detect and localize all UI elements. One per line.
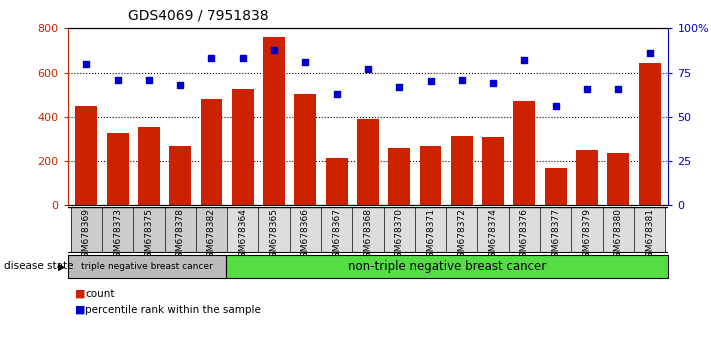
Bar — [482, 137, 504, 205]
Point — [205, 56, 217, 61]
Text: GSM678365: GSM678365 — [269, 209, 279, 263]
Text: count: count — [85, 289, 114, 299]
Text: GSM678382: GSM678382 — [207, 209, 216, 263]
Bar — [415, 207, 447, 253]
Point — [394, 84, 405, 90]
Text: ■: ■ — [75, 305, 85, 315]
Bar — [545, 168, 567, 205]
Text: GSM678375: GSM678375 — [144, 209, 154, 263]
Bar — [352, 207, 384, 253]
Text: non-triple negative breast cancer: non-triple negative breast cancer — [348, 260, 546, 273]
Bar — [634, 207, 665, 253]
Point — [362, 66, 374, 72]
Text: GSM678381: GSM678381 — [645, 209, 654, 263]
Bar — [68, 255, 225, 278]
Bar — [576, 149, 598, 205]
Text: GSM678368: GSM678368 — [363, 209, 373, 263]
Point — [644, 50, 656, 56]
Bar — [638, 63, 661, 205]
Bar — [70, 207, 102, 253]
Bar — [451, 136, 473, 205]
Bar — [196, 207, 227, 253]
Bar — [169, 146, 191, 205]
Bar — [603, 207, 634, 253]
Text: ■: ■ — [75, 289, 85, 299]
Text: GSM678370: GSM678370 — [395, 209, 404, 263]
Bar — [225, 255, 668, 278]
Point — [80, 61, 92, 67]
Text: GSM678364: GSM678364 — [238, 209, 247, 263]
Bar — [607, 153, 629, 205]
Text: GSM678378: GSM678378 — [176, 209, 185, 263]
Bar — [419, 146, 442, 205]
Text: triple negative breast cancer: triple negative breast cancer — [81, 262, 213, 271]
Text: GSM678374: GSM678374 — [488, 209, 498, 263]
Bar — [513, 101, 535, 205]
Text: GSM678366: GSM678366 — [301, 209, 310, 263]
Bar — [102, 207, 133, 253]
Bar — [447, 207, 478, 253]
Bar — [509, 207, 540, 253]
Point — [268, 47, 279, 52]
Text: GSM678369: GSM678369 — [82, 209, 91, 263]
Bar — [326, 158, 348, 205]
Text: percentile rank within the sample: percentile rank within the sample — [85, 305, 261, 315]
Bar — [572, 207, 603, 253]
Bar — [138, 127, 160, 205]
Bar — [384, 207, 415, 253]
Point — [456, 77, 468, 82]
Bar — [478, 207, 509, 253]
Bar — [75, 106, 97, 205]
Bar — [357, 120, 379, 205]
Bar — [321, 207, 352, 253]
Point — [174, 82, 186, 88]
Bar — [540, 207, 572, 253]
Bar — [294, 93, 316, 205]
Bar — [232, 89, 254, 205]
Point — [488, 80, 499, 86]
Text: GSM678373: GSM678373 — [113, 209, 122, 263]
Bar — [227, 207, 258, 253]
Bar — [164, 207, 196, 253]
Text: GSM678367: GSM678367 — [332, 209, 341, 263]
Text: disease state: disease state — [4, 261, 73, 272]
Text: GSM678377: GSM678377 — [551, 209, 560, 263]
Point — [519, 57, 530, 63]
Point — [613, 86, 624, 91]
Point — [582, 86, 593, 91]
Text: GSM678379: GSM678379 — [582, 209, 592, 263]
Point — [237, 56, 248, 61]
Bar — [388, 148, 410, 205]
Point — [143, 77, 154, 82]
Text: GSM678372: GSM678372 — [457, 209, 466, 263]
Bar — [289, 207, 321, 253]
Point — [299, 59, 311, 65]
Point — [112, 77, 123, 82]
Bar — [107, 133, 129, 205]
Text: GSM678376: GSM678376 — [520, 209, 529, 263]
Point — [550, 103, 562, 109]
Bar — [133, 207, 164, 253]
Text: GSM678380: GSM678380 — [614, 209, 623, 263]
Point — [425, 79, 437, 84]
Point — [331, 91, 342, 97]
Text: ▶: ▶ — [58, 261, 66, 272]
Bar — [258, 207, 289, 253]
Text: GDS4069 / 7951838: GDS4069 / 7951838 — [128, 9, 269, 23]
Bar — [263, 37, 285, 205]
Text: GSM678371: GSM678371 — [426, 209, 435, 263]
Bar — [201, 99, 223, 205]
